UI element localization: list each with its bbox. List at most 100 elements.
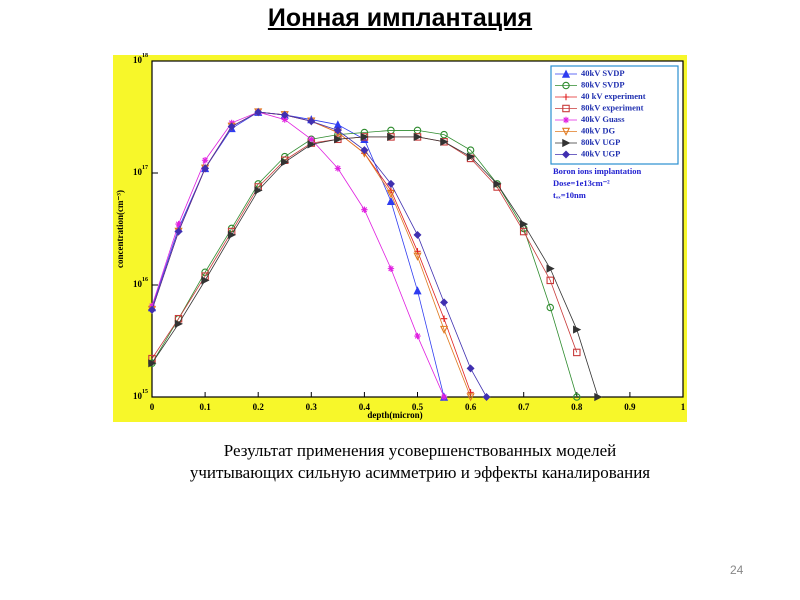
data-point (148, 305, 156, 314)
series-line (151, 111, 445, 398)
data-point (333, 126, 342, 135)
data-point (386, 179, 395, 188)
data-point (201, 157, 209, 164)
legend-marker (562, 138, 571, 148)
data-point (413, 252, 422, 261)
y-tick-exponent: 18 (142, 53, 148, 59)
legend-marker (561, 127, 571, 136)
data-point (573, 348, 581, 357)
data-point (519, 219, 529, 229)
x-tick-label: 0.7 (518, 402, 530, 412)
legend-label: 40kV UGP (581, 148, 620, 158)
series-line (151, 136, 599, 398)
legend-label: 80kV SVDP (581, 79, 625, 89)
data-point (493, 179, 502, 188)
y-tick-exponent: 15 (142, 389, 148, 395)
data-point (360, 132, 369, 142)
y-tick-exponent: 17 (142, 165, 148, 171)
data-point (466, 364, 475, 373)
legend-label: 40kV Guass (581, 114, 625, 124)
data-point (519, 227, 528, 236)
data-point (440, 393, 448, 401)
legend-box (550, 65, 679, 165)
data-point (573, 393, 581, 401)
legend-marker (562, 104, 570, 113)
data-point (440, 130, 448, 139)
data-point (440, 298, 449, 307)
legend-label: 80kV experiment (581, 102, 644, 112)
legend-marker (562, 116, 570, 124)
y-tick-base: 10 (133, 391, 143, 401)
data-point (466, 393, 475, 402)
x-tick-label: 0.1 (199, 402, 211, 412)
data-point (387, 265, 395, 272)
x-tick-label: 0.5 (412, 402, 424, 412)
data-point (482, 393, 491, 401)
data-point (413, 286, 422, 295)
data-point (175, 220, 182, 228)
data-point (386, 196, 396, 205)
y-axis-label: concentration(cm⁻³) (115, 190, 125, 268)
data-point (386, 190, 396, 199)
data-point (174, 227, 183, 236)
data-point (360, 146, 369, 155)
legend-label: 40 kV experiment (581, 91, 646, 101)
x-tick-label: 0.2 (253, 402, 265, 412)
data-point (307, 117, 316, 126)
y-tick-label: 1015 (133, 389, 148, 401)
x-tick-label: 0.4 (359, 402, 371, 412)
data-point (280, 110, 289, 119)
data-point (546, 276, 554, 285)
data-point (334, 165, 342, 172)
data-point (201, 276, 210, 285)
annotation: tₒₓ=10nm (553, 190, 586, 200)
legend-label: 80kV UGP (581, 137, 620, 147)
x-tick-label: 0.6 (465, 402, 477, 412)
annotation: Dose=1e13cm⁻² (553, 178, 610, 188)
caption-line: Результат применения усовершенствованных… (223, 441, 617, 460)
y-tick-exponent: 16 (142, 277, 148, 283)
data-point (281, 116, 288, 123)
data-point (334, 135, 343, 144)
legend-label: 40kV DG (581, 125, 615, 135)
data-point (307, 140, 316, 149)
page-number: 24 (730, 563, 744, 577)
x-axis-label: depth(micron) (367, 410, 422, 420)
legend-marker (562, 150, 570, 159)
data-point (281, 158, 290, 167)
series-line (151, 111, 487, 398)
legend-marker (561, 69, 571, 78)
y-tick-base: 10 (133, 279, 143, 289)
data-point (361, 206, 368, 213)
data-point (227, 230, 237, 240)
data-point (414, 332, 421, 340)
x-tick-label: 0.8 (571, 402, 583, 412)
data-point (148, 359, 157, 368)
y-tick-base: 10 (133, 55, 143, 65)
data-point (546, 303, 554, 312)
data-point (254, 186, 263, 195)
annotation: Boron ions implantation (553, 166, 641, 176)
slide-title: Ионная имплантация (267, 4, 533, 32)
caption-line: учитывающих сильную асимметрию и эффекты… (189, 463, 651, 482)
y-tick-label: 1016 (133, 277, 148, 289)
data-point (387, 132, 396, 142)
data-point (594, 392, 603, 402)
data-point (254, 108, 263, 117)
x-tick-label: 0.3 (306, 402, 318, 412)
x-tick-label: 0 (150, 402, 155, 412)
data-point (546, 264, 555, 273)
data-point (440, 315, 448, 322)
data-point (439, 325, 449, 334)
legend-label: 40kV SVDP (581, 68, 625, 78)
data-point (308, 136, 315, 143)
y-tick-label: 1018 (133, 53, 148, 65)
legend-marker (562, 93, 570, 101)
data-point (227, 122, 236, 131)
data-point (201, 164, 210, 173)
data-point (174, 319, 183, 328)
data-point (573, 325, 582, 334)
data-point (466, 152, 476, 161)
data-point (413, 230, 422, 239)
